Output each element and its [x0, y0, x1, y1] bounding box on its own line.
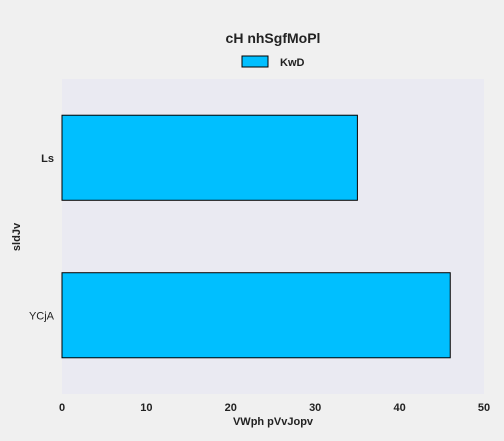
x-axis-ticks: 0 10 20 30 40 50 [59, 402, 490, 414]
legend-swatch-kwd [241, 55, 269, 68]
y-tick-label-ls: Ls [41, 153, 54, 165]
x-tick-label-0: 0 [59, 402, 65, 414]
bars [61, 114, 451, 359]
bar-ls [61, 114, 358, 201]
legend-label-kwd: KwD [280, 57, 305, 69]
y-tick-label-ycja: YCjA [29, 310, 55, 322]
y-axis-label: sldJv [11, 222, 23, 251]
x-tick-label-40: 40 [393, 402, 405, 414]
x-tick-label-50: 50 [478, 402, 490, 414]
x-tick-label-10: 10 [140, 402, 152, 414]
y-axis-ticks: YCjA Ls [29, 153, 55, 323]
legend: KwD [241, 55, 305, 69]
x-tick-label-20: 20 [225, 402, 237, 414]
x-tick-label-30: 30 [309, 402, 321, 414]
bar-ycja [61, 272, 451, 359]
chart-title: cH nhSgfMoPl [226, 30, 321, 46]
x-axis-label: VWph pVvJopv [233, 416, 314, 428]
